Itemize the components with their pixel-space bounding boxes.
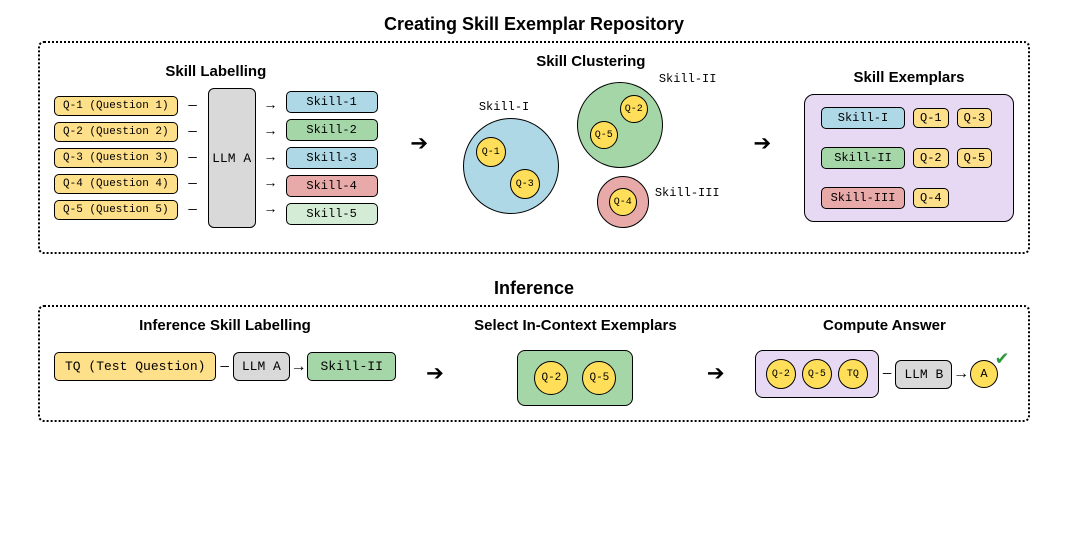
- title-skill-exemplars: Skill Exemplars: [854, 69, 965, 86]
- main-title-bottom: Inference: [38, 278, 1030, 299]
- question-box: Q-1 (Question 1): [54, 96, 178, 116]
- title-skill-clustering: Skill Clustering: [536, 53, 645, 70]
- arrow-icon: →: [262, 202, 280, 218]
- exemplar-q-chip: Q-4: [913, 188, 949, 208]
- exemplar-row: Skill-II Q-2 Q-5: [821, 147, 997, 169]
- arrow-icon: →: [956, 365, 966, 383]
- title-inf-labelling: Inference Skill Labelling: [139, 317, 311, 334]
- line-icon: —: [184, 124, 202, 140]
- exemplar-skill-box: Skill-II: [821, 147, 905, 169]
- panel-bottom: Inference Skill Labelling TQ (Test Quest…: [38, 305, 1030, 422]
- question-box: Q-5 (Question 5): [54, 200, 178, 220]
- exemplar-q-chip: Q-5: [957, 148, 993, 168]
- question-box: Q-4 (Question 4): [54, 174, 178, 194]
- skill-labelling-block: Skill Labelling Q-1 (Question 1) Q-2 (Que…: [54, 63, 378, 228]
- exemplar-skill-box: Skill-III: [821, 187, 905, 209]
- compute-token: TQ: [838, 359, 868, 389]
- arrow-icon: →: [262, 150, 280, 166]
- question-box: Q-2 (Question 2): [54, 122, 178, 142]
- line-icon: —: [184, 150, 202, 166]
- title-compute-answer: Compute Answer: [823, 317, 946, 334]
- line-icon: —: [184, 176, 202, 192]
- exemplar-skill-box: Skill-I: [821, 107, 905, 129]
- compute-panel: Q-2 Q-5 TQ: [755, 350, 879, 398]
- arrow-icon: ➔: [420, 361, 450, 391]
- line-icon: —: [184, 98, 202, 114]
- selected-token: Q-2: [534, 361, 568, 395]
- cluster-token: Q-4: [609, 188, 637, 216]
- exemplar-panel: Skill-I Q-1 Q-3 Skill-II Q-2 Q-5 Skill-III Q-4: [804, 94, 1014, 222]
- skill-clustering-block: Skill Clustering Skill-I Q-1 Q-3 Skill-I…: [461, 53, 721, 238]
- cluster-token: Q-1: [476, 137, 506, 167]
- main-title-top: Creating Skill Exemplar Repository: [38, 14, 1030, 35]
- llm-b-box: LLM B: [895, 360, 952, 389]
- llm-a-inf-box: LLM A: [233, 352, 290, 381]
- line-icon: —: [184, 202, 202, 218]
- selected-token: Q-5: [582, 361, 616, 395]
- arrow-icon: ➔: [404, 131, 434, 161]
- compute-token: Q-5: [802, 359, 832, 389]
- arrow-icon: →: [262, 124, 280, 140]
- exemplar-q-chip: Q-1: [913, 108, 949, 128]
- cluster-label-3: Skill-III: [655, 186, 720, 200]
- skill-box: Skill-4: [286, 175, 378, 197]
- llm-a-box: LLM A: [208, 88, 256, 228]
- line-icon: —: [220, 359, 228, 375]
- panel-top: Skill Labelling Q-1 (Question 1) Q-2 (Que…: [38, 41, 1030, 254]
- arrow-icon: →: [294, 358, 304, 376]
- skill-match-box: Skill-II: [307, 352, 395, 381]
- skill-box: Skill-2: [286, 119, 378, 141]
- compute-token: Q-2: [766, 359, 796, 389]
- select-exemplars-block: Select In-Context Exemplars Q-2 Q-5: [474, 317, 677, 406]
- cluster-circle-3: Q-4: [597, 176, 649, 228]
- exemplar-row: Skill-III Q-4: [821, 187, 997, 209]
- skill-exemplars-block: Skill Exemplars Skill-I Q-1 Q-3 Skill-II Q-2…: [804, 69, 1014, 222]
- compute-answer-block: Compute Answer Q-2 Q-5 TQ — LLM B → A ✔: [755, 317, 1014, 398]
- cluster-label-2: Skill-II: [659, 72, 717, 86]
- cluster-token: Q-3: [510, 169, 540, 199]
- arrow-icon: ➔: [701, 361, 731, 391]
- arrow-icon: ➔: [747, 131, 777, 161]
- question-box: Q-3 (Question 3): [54, 148, 178, 168]
- cluster-circle-2: Q-2 Q-5: [577, 82, 663, 168]
- arrow-icon: →: [262, 176, 280, 192]
- title-skill-labelling: Skill Labelling: [165, 63, 266, 80]
- exemplar-row: Skill-I Q-1 Q-3: [821, 107, 997, 129]
- exemplar-q-chip: Q-2: [913, 148, 949, 168]
- check-icon: ✔: [996, 345, 1008, 371]
- cluster-circle-1: Q-1 Q-3: [463, 118, 559, 214]
- skill-box: Skill-1: [286, 91, 378, 113]
- title-select-exemplars: Select In-Context Exemplars: [474, 317, 677, 334]
- answer-token: A: [970, 360, 998, 388]
- skill-box: Skill-3: [286, 147, 378, 169]
- selected-panel: Q-2 Q-5: [517, 350, 633, 406]
- arrow-icon: →: [262, 98, 280, 114]
- cluster-token: Q-5: [590, 121, 618, 149]
- exemplar-q-chip: Q-3: [957, 108, 993, 128]
- cluster-token: Q-2: [620, 95, 648, 123]
- tq-box: TQ (Test Question): [54, 352, 216, 381]
- cluster-label-1: Skill-I: [479, 100, 529, 114]
- skill-box: Skill-5: [286, 203, 378, 225]
- line-icon: —: [883, 366, 891, 382]
- inference-labelling-block: Inference Skill Labelling TQ (Test Quest…: [54, 317, 396, 381]
